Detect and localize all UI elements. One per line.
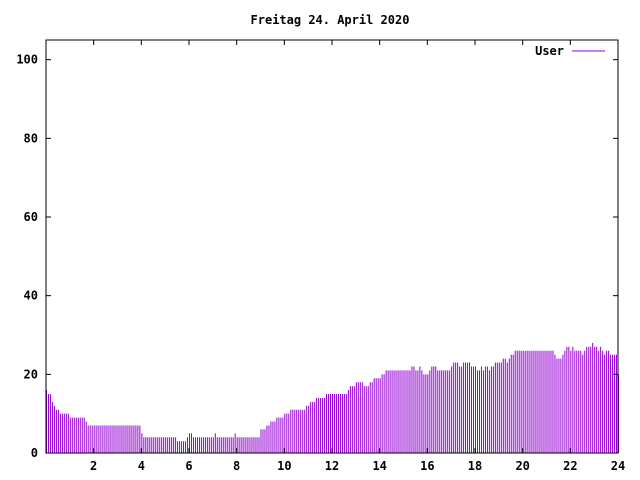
y-tick-label: 60: [24, 210, 38, 224]
y-tick-label: 20: [24, 367, 38, 381]
y-tick-label: 40: [24, 289, 38, 303]
x-tick-label: 4: [138, 459, 145, 473]
y-axis-tick-labels: 0 20 40 60 80 100: [16, 53, 38, 460]
plot-frame: [45, 39, 619, 454]
series-user-bars: [46, 342, 619, 453]
x-tick-label: 22: [563, 459, 577, 473]
y-tick-label: 80: [24, 131, 38, 145]
x-axis-tick-labels: 2 4 6 8 10 12 14 16 18 20 22 24: [90, 459, 625, 473]
legend-label-user: User: [535, 44, 564, 58]
x-tick-label: 2: [90, 459, 97, 473]
x-tick-label: 16: [420, 459, 434, 473]
y-tick-label: 100: [16, 53, 38, 67]
x-tick-label: 8: [233, 459, 240, 473]
x-tick-label: 18: [468, 459, 482, 473]
axis-ticks: [46, 40, 619, 454]
x-tick-label: 24: [611, 459, 625, 473]
x-tick-label: 20: [515, 459, 529, 473]
x-tick-label: 14: [372, 459, 386, 473]
legend: User: [535, 44, 605, 58]
x-tick-label: 6: [185, 459, 192, 473]
chart-title: Freitag 24. April 2020: [251, 13, 410, 27]
x-tick-label: 12: [325, 459, 339, 473]
x-tick-label: 10: [277, 459, 291, 473]
y-tick-label: 0: [31, 446, 38, 460]
